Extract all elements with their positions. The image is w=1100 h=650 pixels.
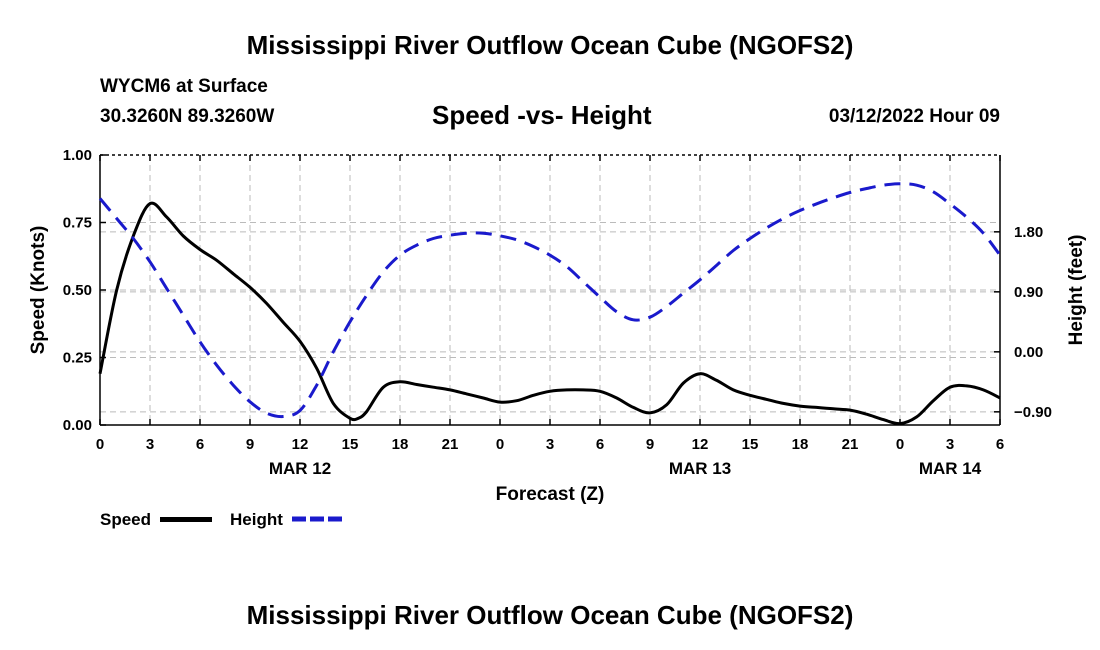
legend-height-label: Height — [230, 510, 283, 529]
y2-tick-label: 0.00 — [1014, 344, 1043, 361]
chart-title: Speed -vs- Height — [432, 100, 652, 130]
x-tick-label: 21 — [842, 436, 859, 453]
y2-tick-label: 0.90 — [1014, 284, 1043, 301]
x-tick-label: 15 — [742, 436, 759, 453]
y-axis-label: Speed (Knots) — [28, 226, 49, 355]
page-title: Mississippi River Outflow Ocean Cube (NG… — [246, 30, 854, 60]
series-line-height — [98, 182, 1002, 419]
y2-axis-label: Height (feet) — [1066, 235, 1087, 346]
x-tick-label: 18 — [792, 436, 809, 453]
grid-lines — [100, 155, 1000, 425]
station-name: WYCM6 at Surface — [100, 76, 268, 97]
date-label: MAR 13 — [669, 459, 731, 478]
footer-title: Mississippi River Outflow Ocean Cube (NG… — [246, 600, 854, 630]
y-tick-label: 0.25 — [63, 350, 92, 367]
x-tick-label: 3 — [546, 436, 554, 453]
y-tick-label: 0.75 — [63, 215, 92, 232]
x-tick-label: 0 — [896, 436, 904, 453]
x-tick-label: 3 — [946, 436, 954, 453]
x-tick-label: 6 — [196, 436, 204, 453]
x-tick-label: 0 — [96, 436, 104, 453]
legend-speed-label: Speed — [100, 510, 152, 529]
x-axis-label: Forecast (Z) — [496, 484, 605, 505]
series-line-speed — [98, 201, 1001, 426]
speed-height-chart: 0 3 6 9 12 15 18 21 0 3 6 9 12 15 18 21 0 3 6 0.00 0.25 0.50 0… — [28, 147, 1087, 505]
station-coordinates: 30.3260N 89.3260W — [100, 106, 275, 127]
x-tick-label: 12 — [292, 436, 309, 453]
y2-tick-label: −0.90 — [1014, 404, 1052, 421]
legend-speed-swatch — [160, 517, 212, 522]
x-tick-label: 9 — [246, 436, 254, 453]
x-tick-label: 9 — [646, 436, 654, 453]
legend-height-swatch — [292, 516, 344, 522]
x-tick-label: 6 — [996, 436, 1004, 453]
y-tick-label: 0.00 — [63, 417, 92, 434]
x-tick-label: 6 — [596, 436, 604, 453]
y-tick-label: 1.00 — [63, 147, 92, 164]
forecast-datetime: 03/12/2022 Hour 09 — [828, 106, 1000, 127]
x-tick-label: 21 — [442, 436, 459, 453]
x-tick-label: 0 — [496, 436, 504, 453]
x-tick-label: 15 — [342, 436, 359, 453]
series-lines — [98, 182, 1002, 426]
date-label: MAR 14 — [919, 459, 982, 478]
date-label: MAR 12 — [269, 459, 331, 478]
y-tick-label: 0.50 — [63, 282, 92, 299]
tick-labels: 0 3 6 9 12 15 18 21 0 3 6 9 12 15 18 21 0 3 6 0.00 0.25 0.50 0… — [63, 147, 1052, 478]
x-tick-label: 3 — [146, 436, 154, 453]
x-tick-label: 12 — [692, 436, 709, 453]
y2-tick-label: 1.80 — [1014, 224, 1043, 241]
x-tick-label: 18 — [392, 436, 409, 453]
